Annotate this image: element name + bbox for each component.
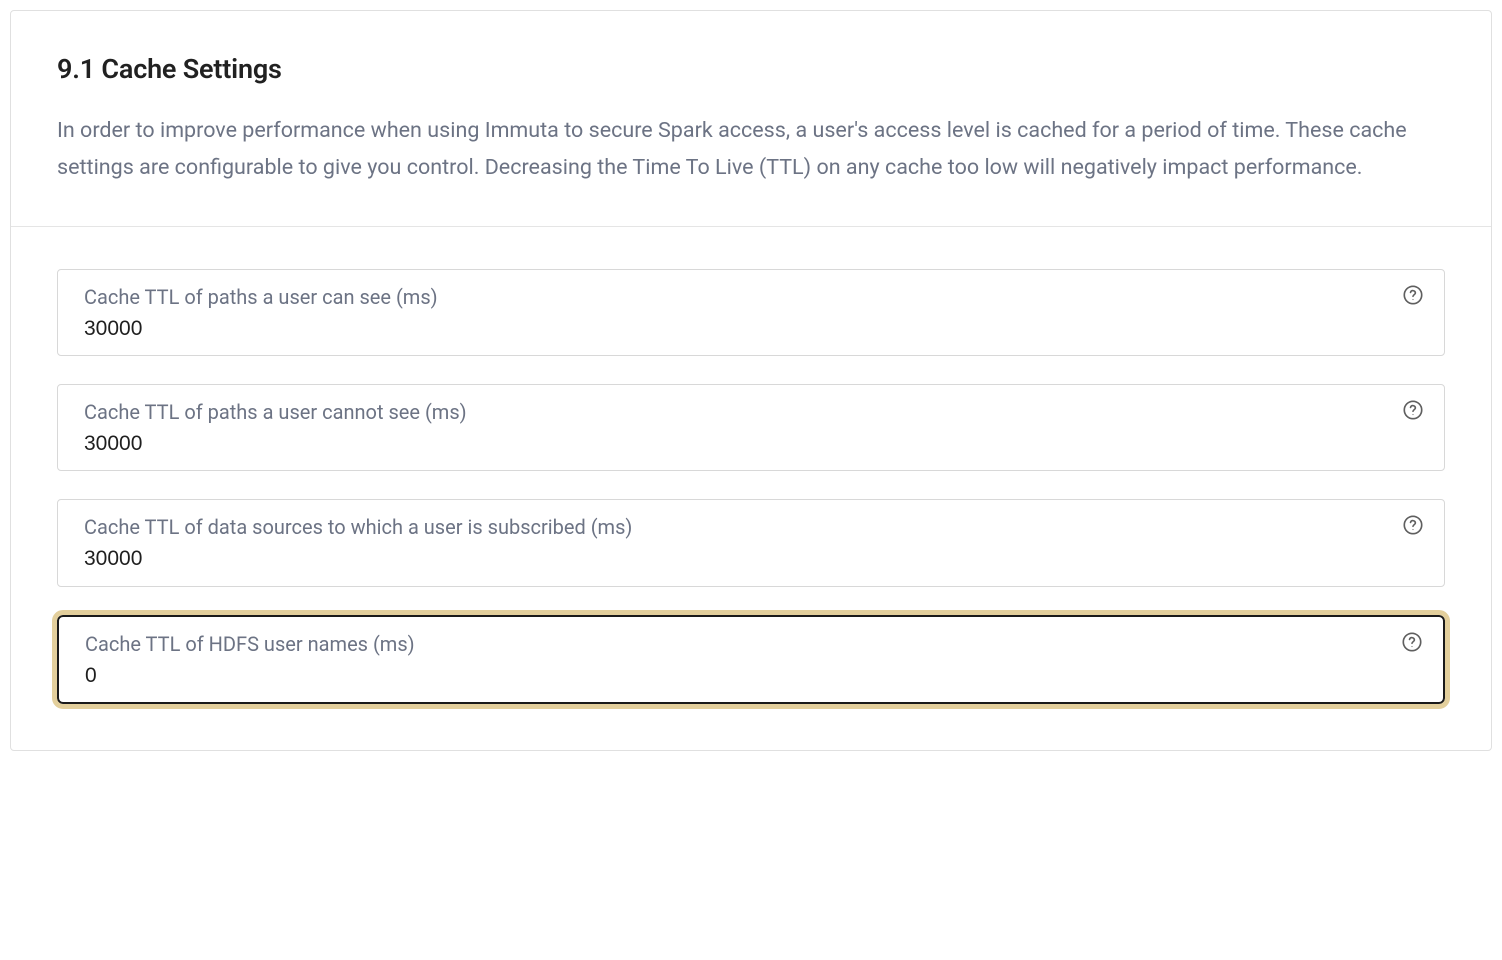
panel-body: Cache TTL of paths a user can see (ms) C…: [11, 227, 1491, 750]
field-label: Cache TTL of paths a user can see (ms): [84, 284, 1386, 310]
field-wrapper: Cache TTL of HDFS user names (ms): [57, 615, 1445, 704]
help-icon[interactable]: [1402, 514, 1424, 536]
cache-ttl-paths-cannot-see-field[interactable]: Cache TTL of paths a user cannot see (ms…: [57, 384, 1445, 471]
field-label: Cache TTL of data sources to which a use…: [84, 514, 1386, 540]
help-icon[interactable]: [1401, 631, 1423, 653]
field-wrapper: Cache TTL of paths a user can see (ms): [57, 269, 1445, 356]
field-wrapper: Cache TTL of data sources to which a use…: [57, 499, 1445, 586]
cache-ttl-hdfs-user-names-field[interactable]: Cache TTL of HDFS user names (ms): [57, 615, 1445, 704]
field-label: Cache TTL of HDFS user names (ms): [85, 631, 1385, 657]
section-description: In order to improve performance when usi…: [57, 113, 1445, 186]
field-label: Cache TTL of paths a user cannot see (ms…: [84, 399, 1386, 425]
cache-ttl-paths-can-see-input[interactable]: [84, 316, 1386, 341]
cache-settings-panel: 9.1 Cache Settings In order to improve p…: [10, 10, 1492, 751]
field-wrapper: Cache TTL of paths a user cannot see (ms…: [57, 384, 1445, 471]
panel-header: 9.1 Cache Settings In order to improve p…: [11, 11, 1491, 227]
cache-ttl-data-sources-field[interactable]: Cache TTL of data sources to which a use…: [57, 499, 1445, 586]
section-title: 9.1 Cache Settings: [57, 53, 1445, 85]
help-icon[interactable]: [1402, 399, 1424, 421]
help-icon[interactable]: [1402, 284, 1424, 306]
cache-ttl-paths-cannot-see-input[interactable]: [84, 431, 1386, 456]
cache-ttl-paths-can-see-field[interactable]: Cache TTL of paths a user can see (ms): [57, 269, 1445, 356]
cache-ttl-hdfs-user-names-input[interactable]: [85, 663, 1385, 688]
cache-ttl-data-sources-input[interactable]: [84, 546, 1386, 571]
